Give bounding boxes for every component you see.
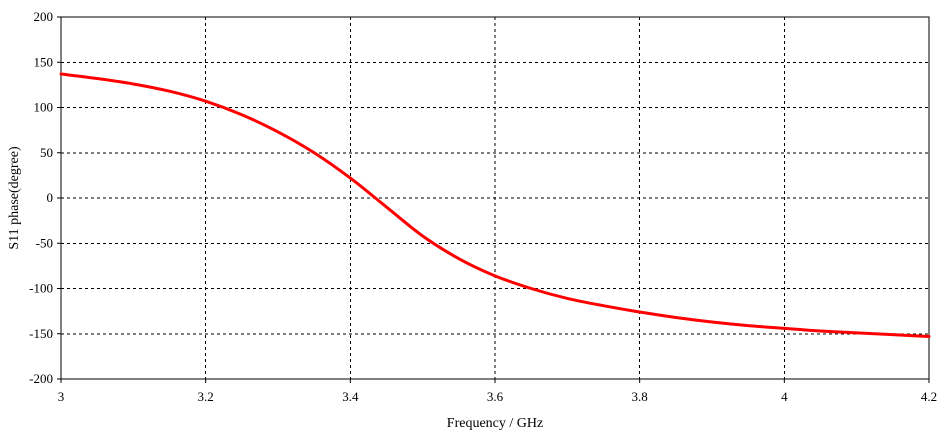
grid xyxy=(61,17,929,379)
x-tick-label: 3 xyxy=(58,389,65,404)
y-tick-label: 50 xyxy=(40,145,53,160)
y-tick-label: 0 xyxy=(47,190,54,205)
x-tick-label: 4 xyxy=(781,389,788,404)
x-tick-label: 4.2 xyxy=(921,389,937,404)
y-tick-label: 200 xyxy=(34,9,54,24)
series-line-s11-phase xyxy=(59,72,931,338)
x-tick-label: 3.2 xyxy=(198,389,214,404)
y-tick-label: -150 xyxy=(29,326,53,341)
x-axis-ticks: 3 3.2 3.4 3.6 3.8 4 4.2 xyxy=(58,379,937,404)
x-tick-label: 3.6 xyxy=(487,389,504,404)
y-axis-ticks: 200 150 100 50 0 -50 -100 -150 -200 xyxy=(29,9,61,386)
y-tick-label: -100 xyxy=(29,281,53,296)
series-layer xyxy=(59,72,931,338)
y-tick-label: 100 xyxy=(34,100,54,115)
y-tick-label: -200 xyxy=(29,371,53,386)
x-tick-label: 3.4 xyxy=(342,389,359,404)
y-axis-title: S11 phase(degree) xyxy=(7,146,22,250)
y-tick-label: -50 xyxy=(36,235,53,250)
x-axis-title: Frequency / GHz xyxy=(447,416,543,431)
y-tick-label: 150 xyxy=(34,54,54,69)
x-tick-label: 3.8 xyxy=(632,389,648,404)
